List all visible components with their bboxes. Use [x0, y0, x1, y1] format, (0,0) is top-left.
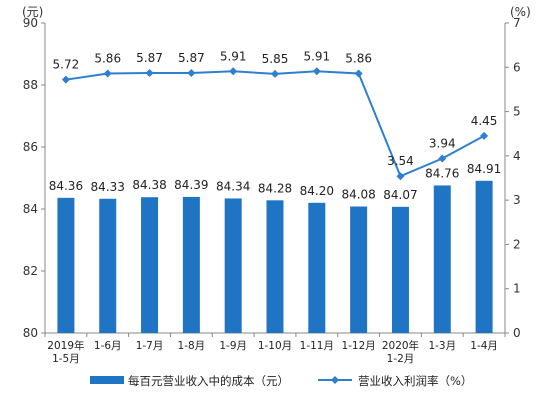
bar [99, 198, 117, 333]
line-value-label: 3.94 [429, 137, 456, 151]
right-tick-label: 1 [513, 282, 521, 296]
x-tick-label: 1-10月 [258, 340, 292, 352]
bar-value-label: 84.08 [341, 188, 375, 202]
bar-value-label: 84.20 [300, 184, 334, 198]
bar [308, 202, 326, 333]
bar [350, 206, 368, 333]
bar-value-label: 84.39 [174, 178, 208, 192]
line-value-label: 5.72 [53, 58, 80, 72]
x-tick-label: 1-9月 [219, 340, 247, 352]
legend-bar-swatch [90, 376, 124, 384]
axes: 80 82 84 86 88 90 0 1 2 3 4 5 6 7 [23, 16, 521, 340]
left-tick-label: 80 [23, 326, 38, 340]
line-point [438, 154, 447, 163]
right-axis-unit-label: (%) [510, 5, 531, 19]
x-tick-label: 1-6月 [94, 340, 122, 352]
line-point [312, 67, 321, 76]
line-point [354, 69, 363, 78]
x-tick-label: 1-12月 [341, 340, 375, 352]
line-value-label: 5.86 [345, 51, 372, 65]
left-tick-label: 86 [23, 140, 38, 154]
legend-line-label: 营业收入利润率（%） [358, 374, 472, 388]
bar [141, 197, 159, 333]
line-value-label: 5.85 [262, 52, 289, 66]
line-value-label: 5.91 [303, 49, 330, 63]
data-labels: 84.36 84.33 84.38 84.39 84.34 84.28 84.20 84.08… [49, 49, 502, 202]
line-value-label: 5.87 [178, 51, 205, 65]
left-tick-label: 82 [23, 264, 38, 278]
bar [224, 198, 242, 333]
bar [266, 200, 284, 333]
right-tick-label: 4 [513, 149, 521, 163]
bar [182, 196, 200, 333]
bar [391, 206, 409, 333]
bar-value-label: 84.28 [258, 181, 292, 195]
left-axis-unit-label: (元) [22, 5, 43, 19]
bar-value-label: 84.76 [425, 166, 459, 180]
line-value-label: 5.87 [136, 51, 163, 65]
bar [475, 180, 493, 333]
legend-bar-label: 每百元营业收入中的成本（元） [128, 374, 289, 388]
line-point [145, 69, 154, 78]
right-tick-label: 3 [513, 193, 521, 207]
right-tick-label: 5 [513, 105, 521, 119]
bar-value-label: 84.38 [132, 178, 166, 192]
line-value-label: 5.91 [220, 49, 247, 63]
line-value-label: 4.45 [471, 114, 498, 128]
x-tick-label: 1-3月 [428, 340, 456, 352]
line-point [480, 131, 489, 140]
legend: 每百元营业收入中的成本（元） 营业收入利润率（%） [90, 374, 472, 388]
right-tick-label: 0 [513, 326, 521, 340]
line-point [187, 69, 196, 78]
left-tick-label: 84 [23, 202, 38, 216]
bar-value-label: 84.36 [49, 179, 83, 193]
left-tick-label: 90 [23, 16, 38, 30]
bar [57, 197, 75, 333]
line-value-label: 5.86 [94, 51, 121, 65]
x-tick-label: 1-2月 [387, 353, 415, 365]
legend-line-marker [331, 376, 339, 384]
x-tick-label: 2019年 [47, 339, 84, 352]
line-path [65, 70, 485, 178]
line-point [229, 67, 238, 76]
x-tick-label: 1-11月 [300, 340, 334, 352]
line-value-label: 3.54 [387, 154, 414, 168]
right-tick-label: 2 [513, 237, 521, 251]
right-tick-label: 7 [513, 16, 521, 30]
line-point [61, 75, 70, 84]
x-tick-label: 1-5月 [52, 353, 80, 365]
line-point [396, 172, 405, 181]
line-point [271, 69, 279, 78]
line-point [103, 69, 112, 78]
x-tick-label: 1-7月 [136, 340, 164, 352]
x-tick-label: 1-4月 [470, 340, 498, 352]
bar-value-label: 84.07 [383, 188, 417, 202]
bar-series [57, 180, 493, 333]
right-tick-label: 6 [513, 60, 521, 74]
bar-value-label: 84.34 [216, 179, 250, 193]
bar-value-label: 84.33 [91, 180, 125, 194]
x-tick-label: 2020年 [382, 339, 419, 352]
left-tick-label: 88 [23, 78, 38, 92]
bar [433, 185, 451, 333]
x-tick-label: 1-8月 [178, 340, 206, 352]
bar-value-label: 84.91 [467, 162, 501, 176]
line-series [61, 67, 489, 181]
